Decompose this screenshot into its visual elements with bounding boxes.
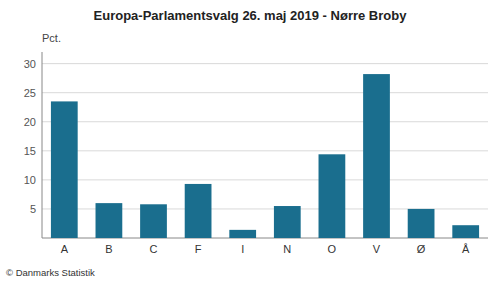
y-axis-label: Pct. xyxy=(42,32,61,44)
bars xyxy=(51,74,479,238)
y-tick-label: 25 xyxy=(24,87,36,99)
grid xyxy=(42,64,488,209)
bar xyxy=(140,204,167,238)
bar xyxy=(185,184,212,238)
bar xyxy=(319,154,346,238)
x-tick-label: B xyxy=(105,243,112,255)
grid-line xyxy=(42,92,488,93)
title: Europa-Parlamentsvalg 26. maj 2019 - Nør… xyxy=(94,8,408,23)
y-axis-line xyxy=(42,52,43,238)
chart-svg: Europa-Parlamentsvalg 26. maj 2019 - Nør… xyxy=(0,0,500,282)
x-tick-label: O xyxy=(328,243,337,255)
y-tick-label: 20 xyxy=(24,116,36,128)
bar xyxy=(229,230,256,238)
x-tick-label: V xyxy=(373,243,381,255)
x-tick-label: I xyxy=(241,243,244,255)
grid-line xyxy=(42,63,488,64)
bar xyxy=(408,209,435,238)
y-tick-label: 15 xyxy=(24,145,36,157)
x-tick-label: F xyxy=(195,243,202,255)
bar xyxy=(274,206,301,238)
x-tick-label: Ø xyxy=(417,243,426,255)
x-tick-label: Å xyxy=(462,243,470,255)
y-tick-label: 10 xyxy=(24,174,36,186)
footer: © Danmarks Statistik xyxy=(6,267,95,278)
x-tick-label: N xyxy=(283,243,291,255)
bar xyxy=(51,101,78,238)
y-tick-label: 5 xyxy=(30,203,36,215)
y-tick-label: 30 xyxy=(24,58,36,70)
grid-line xyxy=(42,179,488,180)
chart-container: Europa-Parlamentsvalg 26. maj 2019 - Nør… xyxy=(0,0,500,282)
bar xyxy=(96,203,123,238)
bar xyxy=(363,74,390,238)
x-tick-label: A xyxy=(61,243,69,255)
x-tick-label: C xyxy=(150,243,158,255)
grid-line xyxy=(42,121,488,122)
bar xyxy=(452,225,479,238)
grid-line xyxy=(42,150,488,151)
